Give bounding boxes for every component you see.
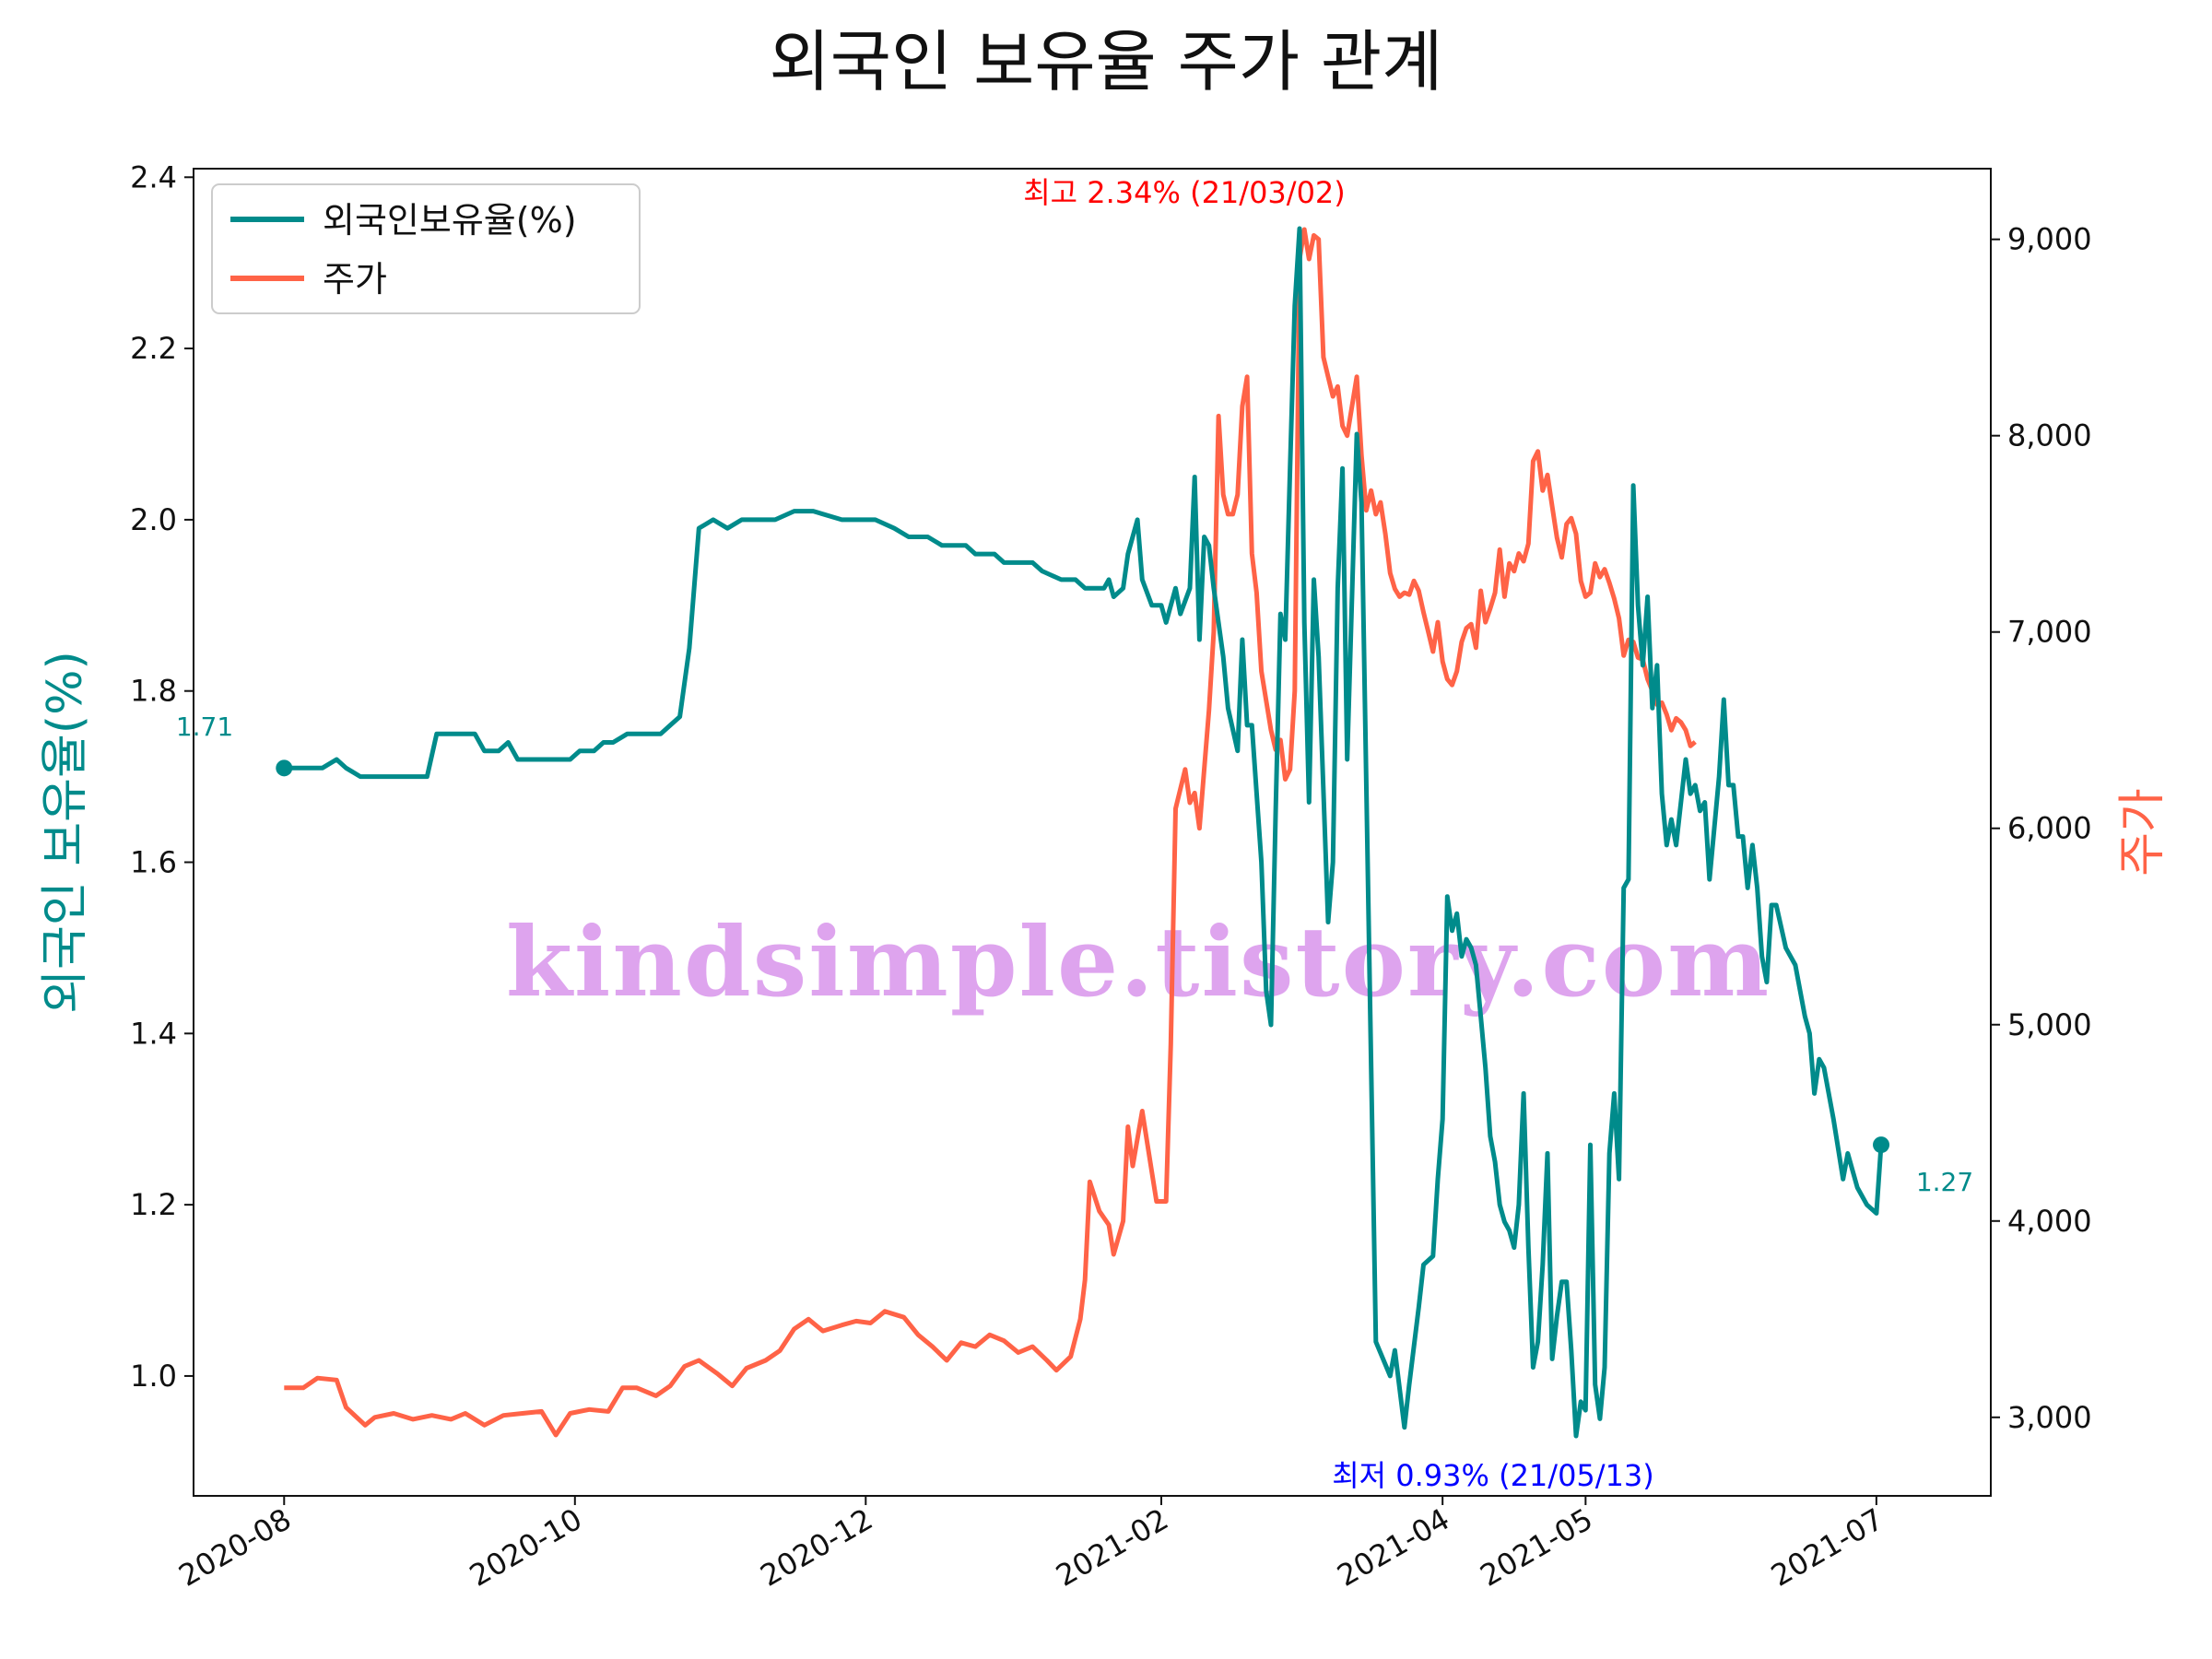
chart-title: 외국인 보유율 주가 관계 — [769, 23, 1442, 100]
x-tick-label: 2020-12 — [755, 1501, 879, 1594]
min-annotation: 최저 0.93% (21/05/13) — [1332, 1458, 1654, 1493]
right-tick-label: 5,000 — [2007, 1007, 2092, 1042]
right-tick-label: 4,000 — [2007, 1204, 2092, 1239]
left-tick-label: 1.8 — [130, 674, 177, 709]
plot-area — [194, 169, 1991, 1496]
right-tick-label: 8,000 — [2007, 418, 2092, 453]
x-tick-label: 2021-05 — [1475, 1501, 1599, 1594]
left-axis-ticks: 1.0 1.2 1.4 1.6 1.8 2.0 2.2 2.4 — [130, 159, 194, 1394]
left-tick-label: 2.0 — [130, 502, 177, 537]
x-tick-label: 2020-10 — [464, 1501, 588, 1594]
end-point-marker — [1873, 1136, 1890, 1154]
x-axis-ticks: 2020-08 2020-10 2020-12 2021-02 2021-04 2021-… — [172, 1496, 1889, 1594]
x-tick-label: 2020-08 — [172, 1501, 297, 1594]
legend: 외국인보유율(%) 주가 — [211, 183, 641, 314]
x-tick-label: 2021-02 — [1050, 1501, 1174, 1594]
left-tick-label: 1.0 — [130, 1359, 177, 1394]
end-value-label: 1.27 — [1916, 1167, 1973, 1197]
legend-label-holding: 외국인보유율(%) — [323, 200, 577, 241]
x-tick-label: 2021-04 — [1331, 1501, 1455, 1594]
legend-label-price: 주가 — [323, 259, 387, 300]
right-tick-label: 7,000 — [2007, 615, 2092, 650]
max-annotation: 최고 2.34% (21/03/02) — [1023, 175, 1346, 210]
plot-frame — [193, 168, 1992, 1497]
right-tick-label: 3,000 — [2007, 1400, 2092, 1435]
right-tick-label: 6,000 — [2007, 811, 2092, 846]
left-tick-label: 2.2 — [130, 331, 177, 366]
left-tick-label: 1.2 — [130, 1187, 177, 1222]
right-axis-ticks: 3,000 4,000 5,000 6,000 7,000 8,000 9,000 — [1991, 222, 2092, 1435]
x-tick-label: 2021-07 — [1765, 1501, 1889, 1594]
y-axis-label-left: 외국인 보유율(%) — [38, 651, 93, 1014]
right-tick-label: 9,000 — [2007, 222, 2092, 257]
start-point-marker — [276, 759, 293, 777]
left-tick-label: 2.4 — [130, 159, 177, 194]
left-tick-label: 1.6 — [130, 845, 177, 880]
series-line-holding — [284, 226, 1884, 1439]
left-tick-label: 1.4 — [130, 1016, 177, 1051]
series-line-price — [284, 227, 1697, 1438]
watermark-text: kindsimple.tistory.com — [506, 905, 1771, 1018]
start-value-label: 1.71 — [176, 712, 233, 742]
legend-box — [211, 183, 641, 314]
y-axis-label-right: 주가 — [2115, 788, 2171, 877]
